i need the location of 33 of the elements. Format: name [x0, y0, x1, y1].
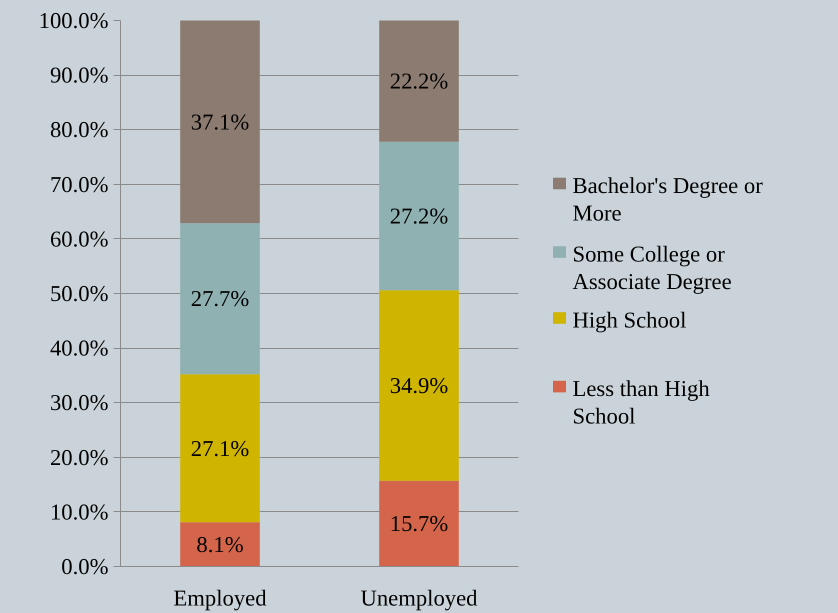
bar [180, 20, 260, 224]
bar [180, 522, 260, 566]
y-tick-label: 50.0% [50, 281, 109, 306]
data-label: 34.9% [390, 373, 448, 398]
data-label: 15.7% [390, 511, 448, 536]
x-tick-label: Unemployed [360, 586, 478, 610]
legend-label: High School [572, 307, 686, 332]
data-label: 8.1% [196, 532, 244, 557]
data-label: 27.2% [390, 203, 448, 228]
x-tick-label: Employed [173, 586, 268, 610]
y-tick-label: 90.0% [50, 62, 109, 88]
bar [379, 20, 459, 142]
bar [379, 142, 459, 290]
y-tick-label: 30.0% [50, 390, 109, 416]
y-tick-label: 40.0% [50, 336, 109, 361]
data-label: 37.1% [190, 109, 250, 134]
bar [180, 374, 260, 522]
legend-label: Less than High School [572, 376, 710, 428]
y-tick-label: 80.0% [50, 117, 109, 142]
bar [180, 223, 260, 374]
y-tick-label: 100.0% [38, 8, 109, 33]
legend-label: Some College or Associate Degree [572, 241, 732, 294]
legend-label: Bachelor's Degree or More [572, 172, 764, 226]
y-tick-label: 70.0% [50, 172, 109, 197]
y-tick-label: 60.0% [50, 226, 109, 252]
y-tick-label: 10.0% [50, 499, 109, 524]
data-label: 27.1% [190, 436, 250, 461]
bar [379, 480, 459, 566]
bar [379, 290, 459, 481]
data-label: 27.7% [190, 286, 250, 312]
y-tick-label: 0.0% [61, 554, 109, 579]
y-tick-label: 20.0% [50, 444, 109, 470]
data-label: 22.2% [390, 68, 448, 94]
